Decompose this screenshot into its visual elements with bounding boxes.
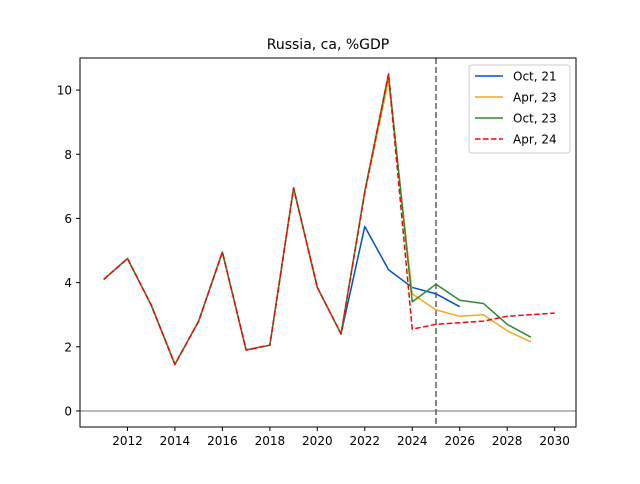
y-tick-label: 6: [64, 212, 72, 226]
x-tick-label: 2018: [255, 434, 286, 448]
x-tick-label: 2026: [444, 434, 475, 448]
plot-frame: [79, 57, 577, 428]
legend-label-2: Apr, 23: [513, 91, 557, 105]
legend-box: [468, 64, 571, 154]
x-tick-label: 2030: [539, 434, 570, 448]
x-tick-label: 2028: [492, 434, 523, 448]
x-tick-label: 2012: [112, 434, 143, 448]
y-tick-label: 0: [64, 404, 72, 418]
y-tick-label: 4: [64, 276, 72, 290]
x-tick-label: 2016: [207, 434, 238, 448]
legend-label-3: Oct, 23: [513, 112, 557, 126]
plot-area: 2012 2014 2016 2018 2020 2022 2024 2026 2028 2030…: [57, 57, 577, 448]
series-line-3: [103, 73, 532, 366]
y-tick-label: 8: [64, 148, 72, 162]
x-tick-label: 2022: [350, 434, 381, 448]
series-line-4: [103, 73, 555, 366]
chart-title: Russia, ca, %GDP: [267, 37, 389, 53]
legend: Oct, 21 Apr, 23 Oct, 23 Apr, 24: [468, 64, 571, 154]
legend-label-1: Oct, 21: [513, 70, 557, 84]
x-tick-label: 2014: [160, 434, 191, 448]
y-tick-label: 2: [64, 340, 72, 354]
y-tick-label: 10: [57, 84, 72, 98]
x-tick-label: 2020: [302, 434, 333, 448]
x-tick-label: 2024: [397, 434, 428, 448]
series-line-1: [103, 187, 461, 366]
legend-label-4: Apr, 24: [513, 133, 557, 147]
